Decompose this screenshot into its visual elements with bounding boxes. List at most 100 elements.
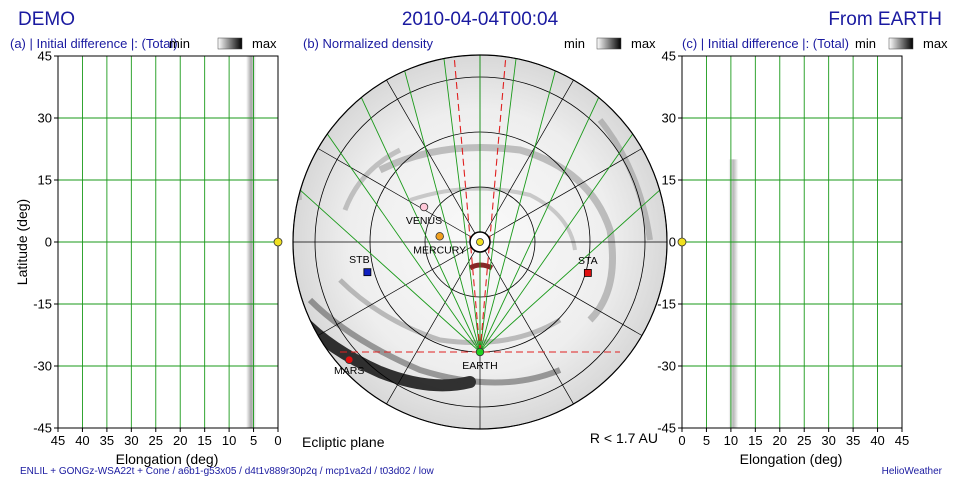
panelC-ytick-label: 0	[669, 235, 676, 250]
los-line	[404, 70, 481, 353]
polar-spoke	[317, 148, 476, 240]
panel-a-ylabel: Latitude (deg)	[14, 199, 30, 285]
panelC-xtick-label: 10	[724, 433, 738, 448]
polar-spoke	[484, 244, 643, 336]
panelA-xtick-label: 15	[197, 433, 211, 448]
stb-marker	[363, 268, 372, 277]
venus-marker	[419, 202, 429, 212]
panel-c-plot: 0 5 10 15 20 25 30 35 40 45 45 30 15 0 -15 -30 -45	[657, 49, 909, 449]
colorbar-a: min max	[169, 36, 277, 51]
mercury-label: MERCURY	[413, 244, 466, 256]
mercury-marker	[435, 232, 444, 241]
panelA-xtick-label: 20	[173, 433, 187, 448]
panel-c-grid	[681, 55, 903, 429]
colorbar-c-max: max	[923, 36, 948, 51]
panelA-ytick-label: 0	[45, 235, 52, 250]
colorbar-c-gradient	[888, 37, 914, 50]
panelA-ytick-label: -30	[33, 359, 52, 374]
panelA-xtick-label: 35	[100, 433, 114, 448]
panel-c-x-ticks: 0 5 10 15 20 25 30 35 40 45	[678, 428, 909, 448]
panelA-ytick-label: 30	[38, 111, 52, 126]
panel-a-xlabel: Elongation (deg)	[116, 451, 219, 467]
panel-c-y-ticks: 45 30 15 0 -15 -30 -45	[657, 49, 682, 436]
venus-label: VENUS	[406, 215, 442, 227]
colorbar-a-min: min	[169, 36, 190, 51]
panelC-xtick-label: 5	[703, 433, 710, 448]
panelC-heat-streak	[728, 159, 739, 429]
density-arc-1	[338, 278, 562, 345]
mars-label: MARS	[334, 365, 364, 377]
panelC-xtick-label: 15	[748, 433, 762, 448]
sta-marker	[583, 269, 592, 277]
panelA-xtick-label: 45	[51, 433, 65, 448]
body-markers: VENUS MERCURY STB STA EARTH MARS	[334, 202, 598, 377]
panelA-ytick-label: -15	[33, 297, 52, 312]
earth-marker	[475, 347, 485, 357]
colorbar-b: min max	[564, 36, 656, 51]
panelC-ytick-label: 45	[662, 49, 676, 64]
density-structures	[294, 108, 653, 392]
panel-c-xlabel: Elongation (deg)	[740, 451, 843, 467]
panel-a-title: (a) | Initial difference |: (Total)	[10, 36, 178, 51]
footer-brand: HelioWeather	[882, 466, 943, 477]
earth-label: EARTH	[462, 360, 497, 372]
los-line	[479, 189, 660, 353]
panelC-xtick-label: 40	[870, 433, 884, 448]
panel-a-y-ticks: 45 30 15 0 -15 -30 -45	[33, 49, 58, 436]
panelC-xtick-label: 0	[678, 433, 685, 448]
panelC-xtick-label: 25	[797, 433, 811, 448]
header-center-title: 2010-04-04T00:04	[402, 9, 559, 30]
polar-spoke	[386, 79, 478, 238]
los-boundary-line	[479, 56, 507, 353]
los-line	[443, 58, 481, 353]
panelC-ytick-label: -30	[657, 359, 676, 374]
line-of-sight-lines	[300, 55, 660, 353]
cme-front-dark	[294, 312, 476, 392]
panelC-ytick-label: -45	[657, 421, 676, 436]
stb-label: STB	[349, 254, 369, 266]
header-left-title: DEMO	[18, 9, 75, 30]
panelC-xtick-label: 35	[846, 433, 860, 448]
colorbar-b-gradient	[596, 37, 622, 50]
los-line	[479, 133, 634, 353]
footer-model-info: ENLIL + GONGz-WSA22t + Cone / a6b1-g53x0…	[20, 466, 435, 477]
polar-spoke	[484, 148, 643, 240]
polar-spoke	[482, 246, 574, 405]
los-line	[300, 189, 481, 353]
colorbar-b-max: max	[631, 36, 656, 51]
panel-b-title: (b) Normalized density	[303, 36, 434, 51]
polar-spoke	[482, 79, 574, 238]
panelC-ytick-label: 30	[662, 111, 676, 126]
sun-marker	[476, 238, 484, 246]
los-line	[479, 70, 556, 353]
panelA-xtick-label: 25	[149, 433, 163, 448]
los-line	[360, 97, 481, 353]
colorbar-c-min: min	[855, 36, 876, 51]
panelC-xtick-label: 45	[895, 433, 909, 448]
los-line	[479, 97, 600, 353]
colorbar-c: min max	[855, 36, 948, 51]
panelA-ytick-label: -45	[33, 421, 52, 436]
panel-b-range-label: R < 1.7 AU	[590, 430, 658, 446]
panel-a-plot: 45 40 35 30 25 20 15 10 5 0 45 30 15 0 -15 -30 -45	[33, 49, 283, 448]
los-line	[479, 58, 517, 353]
cme-front-outer	[307, 297, 562, 386]
colorbar-a-max: max	[252, 36, 277, 51]
panelC-ytick-label: -15	[657, 297, 676, 312]
panel-a-sun-marker	[273, 237, 283, 247]
density-arc-4	[342, 147, 402, 211]
panelA-xtick-label: 5	[250, 433, 257, 448]
colorbar-b-min: min	[564, 36, 585, 51]
panel-a-x-ticks: 45 40 35 30 25 20 15 10 5 0	[51, 428, 282, 448]
panelA-xtick-label: 40	[75, 433, 89, 448]
polar-spoke	[317, 244, 476, 336]
panel-c-sun-marker	[677, 237, 687, 247]
panelA-xtick-label: 10	[222, 433, 236, 448]
colorbar-a-gradient	[217, 37, 243, 50]
panelC-ytick-label: 15	[662, 173, 676, 188]
panelC-xtick-label: 30	[821, 433, 835, 448]
disc-outline	[292, 54, 668, 430]
panel-c-heatmap	[728, 159, 739, 429]
panelA-xtick-label: 0	[274, 433, 281, 448]
panelA-xtick-label: 30	[124, 433, 138, 448]
